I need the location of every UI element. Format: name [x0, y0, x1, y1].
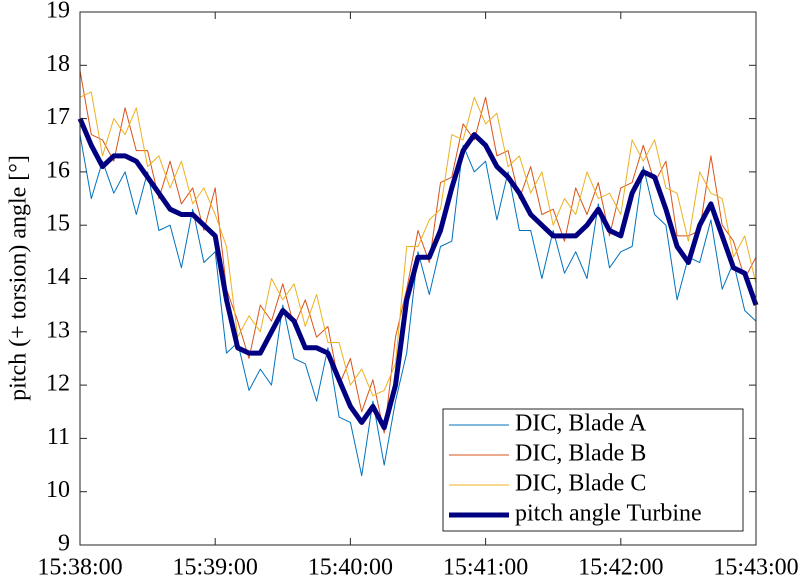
x-tick-label: 15:38:00	[37, 555, 122, 581]
x-tick-label: 15:39:00	[173, 555, 258, 581]
series-line	[79, 134, 757, 477]
y-tick-label: 17	[46, 104, 70, 130]
legend-label: DIC, Blade C	[515, 471, 646, 497]
series-line	[77, 117, 759, 431]
y-tick-label: 13	[46, 317, 70, 343]
x-tick-label: 15:41:00	[443, 555, 528, 581]
x-tick-label: 15:43:00	[713, 555, 798, 581]
y-tick-label: 19	[46, 0, 70, 24]
series-line	[79, 70, 757, 434]
y-tick-label: 14	[46, 264, 70, 290]
x-tick-label: 15:42:00	[578, 555, 663, 581]
y-axis-label: pitch (+ torsion) angle [°]	[6, 155, 32, 401]
y-tick-label: 12	[46, 371, 70, 397]
legend-box	[442, 408, 744, 532]
y-tick-label: 11	[47, 424, 70, 450]
y-tick-label: 10	[46, 477, 70, 503]
x-tick-label: 15:40:00	[308, 555, 393, 581]
y-tick-label: 15	[46, 211, 70, 237]
y-tick-label: 16	[46, 157, 70, 183]
y-tick-label: 9	[58, 531, 70, 557]
legend-label: DIC, Blade B	[515, 441, 646, 467]
legend-label: DIC, Blade A	[515, 411, 647, 437]
series-line	[79, 91, 757, 397]
legend-label: pitch angle Turbine	[515, 501, 702, 527]
y-tick-label: 18	[46, 51, 70, 77]
